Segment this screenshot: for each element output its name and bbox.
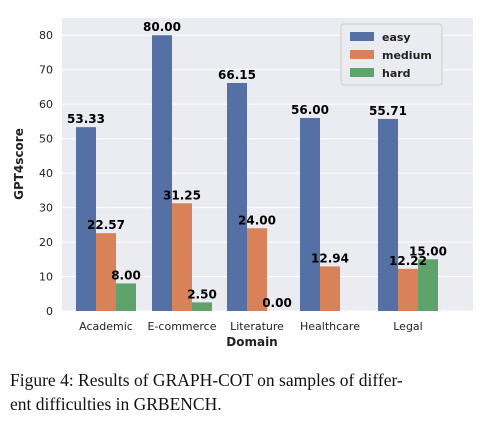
data-label-easy: 56.00	[291, 103, 329, 117]
caption-cot-rest: O	[229, 370, 243, 390]
data-label-easy: 66.15	[218, 68, 256, 82]
y-tick-label: 70	[39, 64, 53, 77]
data-label-easy: 53.33	[67, 112, 105, 126]
legend: easy medium hard	[340, 23, 443, 86]
bar-easy	[300, 117, 320, 311]
x-tick-label: Legal	[393, 320, 422, 333]
bar-medium	[172, 203, 192, 311]
y-tick-label: 10	[39, 271, 53, 284]
bar-easy	[378, 118, 398, 311]
y-tick-label: 20	[39, 236, 53, 249]
figure-caption: Figure 4: Results of GRAPH-COT on sample…	[10, 368, 472, 416]
bar-easy	[76, 127, 96, 311]
legend-label-easy: easy	[382, 31, 411, 44]
caption-dash: -	[212, 370, 219, 390]
bars	[76, 35, 438, 312]
data-label-medium: 24.00	[238, 213, 276, 227]
caption-end: .	[217, 394, 222, 414]
x-tick-label: E-commerce	[148, 320, 217, 333]
y-tick-label: 80	[39, 29, 53, 42]
caption-cot-c: C	[218, 370, 230, 390]
legend-label-hard: hard	[382, 67, 411, 80]
data-label-medium: 31.25	[163, 188, 201, 202]
caption-prefix: Figure 4: Results of	[10, 370, 153, 390]
data-label-easy: 80.00	[143, 20, 181, 34]
legend-swatch-easy	[350, 32, 374, 41]
caption-graph-g: G	[152, 370, 166, 390]
bar-hard	[192, 302, 212, 311]
caption-middle: on samples of differ-	[252, 370, 403, 390]
data-label-medium: 12.94	[311, 251, 349, 265]
legend-label-medium: medium	[382, 49, 432, 62]
y-tick-label: 50	[39, 133, 53, 146]
x-tick-label: Literature	[230, 320, 284, 333]
y-axis-ticks: 0 10 20 30 40 50 60 70 80	[39, 29, 53, 318]
bar-medium	[247, 228, 267, 311]
x-axis-title: Domain	[226, 335, 277, 349]
data-label-medium: 12.22	[389, 254, 427, 268]
bar-easy	[152, 35, 172, 312]
caption-ench: ENCH	[169, 394, 218, 414]
data-label-easy: 55.71	[369, 104, 407, 118]
y-axis-title: GPT4score	[12, 128, 26, 200]
bar-medium	[320, 266, 340, 311]
y-tick-label: 60	[39, 98, 53, 111]
caption-cot-t: T	[242, 370, 253, 390]
data-labels: 53.33 80.00 66.15 56.00 55.71 22.57 31.25 24.00…	[67, 20, 447, 310]
bar-hard	[116, 283, 136, 311]
data-label-hard: 15.00	[409, 244, 447, 258]
data-label-hard: 0.00	[262, 296, 292, 310]
data-label-hard: 2.50	[187, 287, 217, 301]
x-tick-label: Healthcare	[300, 320, 360, 333]
caption-line2-prefix: ent difficulties in	[10, 394, 134, 414]
legend-swatch-medium	[350, 50, 374, 59]
y-tick-label: 30	[39, 202, 53, 215]
y-tick-label: 0	[46, 305, 53, 318]
y-tick-label: 40	[39, 167, 53, 180]
data-label-hard: 8.00	[111, 268, 141, 282]
data-label-medium: 22.57	[87, 218, 125, 232]
caption-graph-rest: RAPH	[165, 370, 213, 390]
bar-chart: 53.33 80.00 66.15 56.00 55.71 22.57 31.25 24.00…	[12, 18, 473, 349]
bar-easy	[227, 82, 247, 312]
x-axis-ticks: Academic E-commerce Literature Healthcare Le…	[79, 320, 423, 333]
caption-grb: GRB	[133, 394, 170, 414]
x-tick-label: Academic	[79, 320, 133, 333]
bar-medium	[96, 233, 116, 311]
legend-swatch-hard	[350, 68, 374, 77]
bar-hard	[418, 259, 438, 311]
bar-medium	[398, 268, 418, 311]
